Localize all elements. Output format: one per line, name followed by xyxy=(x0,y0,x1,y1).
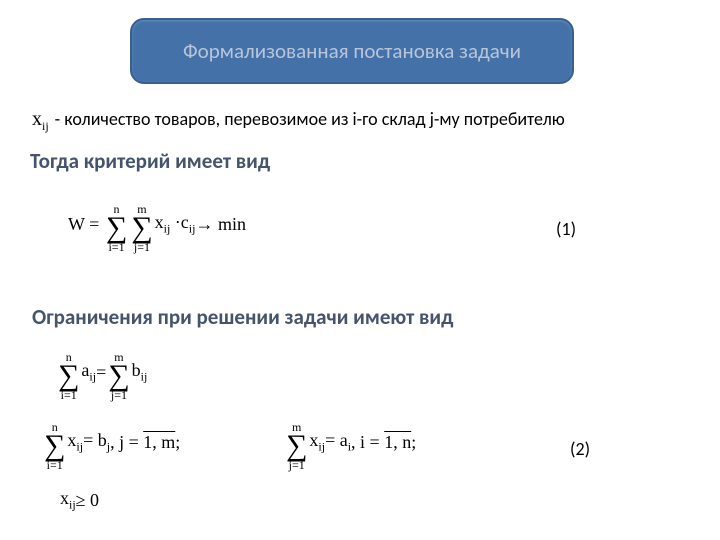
f3b-sum-lower: j=1 xyxy=(289,459,305,471)
f3a-body: xij xyxy=(67,430,83,455)
f1-lhs: W = xyxy=(68,214,99,235)
equation-number-2: (2) xyxy=(570,438,590,460)
f1-body: xij xyxy=(155,212,171,237)
constraint-formula-a: n ∑ i=1 xij = bj , j = 1, m; xyxy=(42,418,180,468)
f2-term1: aij xyxy=(81,360,96,385)
sigma-icon: ∑ xyxy=(131,215,152,241)
f1-dot: ·cij xyxy=(170,212,195,237)
variable-symbol: xij xyxy=(32,108,49,134)
f3b-eq: = ai xyxy=(325,430,351,455)
definition-text: - количество товаров, перевозимое из i-г… xyxy=(55,108,565,130)
sigma-icon: ∑ xyxy=(58,363,79,389)
f2-sum1: n ∑ i=1 xyxy=(58,351,79,401)
variable-definition: xij - количество товаров, перевозимое из… xyxy=(32,108,565,134)
f3a-cond: , j = 1, m; xyxy=(110,432,180,453)
f2-sum2-lower: j=1 xyxy=(111,389,127,401)
criterion-formula: W = n ∑ i=1 m ∑ j=1 xij ·cij → min xyxy=(68,200,246,250)
f1-sum2-lower: j=1 xyxy=(134,241,150,253)
f4-tail: ≥ 0 xyxy=(76,490,99,511)
sigma-icon: ∑ xyxy=(108,363,129,389)
sigma-icon: ∑ xyxy=(286,433,307,459)
f2-term2: bij xyxy=(132,360,148,385)
title-container: Формализованная постановка задачи xyxy=(130,18,574,84)
f1-sum1-lower: i=1 xyxy=(108,241,124,253)
f2-sum1-lower: i=1 xyxy=(61,389,77,401)
f3a-eq: = bj xyxy=(83,430,110,455)
f1-sum1: n ∑ i=1 xyxy=(106,203,127,253)
f2-sum2: m ∑ j=1 xyxy=(108,351,129,401)
f3a-sum: n ∑ i=1 xyxy=(44,421,65,471)
f3a-sum-lower: i=1 xyxy=(47,459,63,471)
criterion-heading: Тогда критерий имеет вид xyxy=(30,148,270,174)
f3b-body: xij xyxy=(309,430,325,455)
f1-tail: → min xyxy=(195,214,246,235)
constraints-heading: Ограничения при решении задачи имеют вид xyxy=(32,304,453,330)
nonneg-formula: xij ≥ 0 xyxy=(60,488,99,513)
f3b-sum: m ∑ j=1 xyxy=(286,421,307,471)
sigma-icon: ∑ xyxy=(44,433,65,459)
f3b-cond: , i = 1, n; xyxy=(351,432,416,453)
constraint-formula-b: m ∑ j=1 xij = ai , i = 1, n; xyxy=(284,418,416,468)
f4-body: xij xyxy=(60,488,76,513)
balance-formula: n ∑ i=1 aij = m ∑ j=1 bij xyxy=(56,348,147,398)
f2-eq: = xyxy=(96,362,106,383)
sigma-icon: ∑ xyxy=(106,215,127,241)
equation-number-1: (1) xyxy=(556,218,576,240)
title-text: Формализованная постановка задачи xyxy=(183,38,521,64)
f1-sum2: m ∑ j=1 xyxy=(131,203,152,253)
